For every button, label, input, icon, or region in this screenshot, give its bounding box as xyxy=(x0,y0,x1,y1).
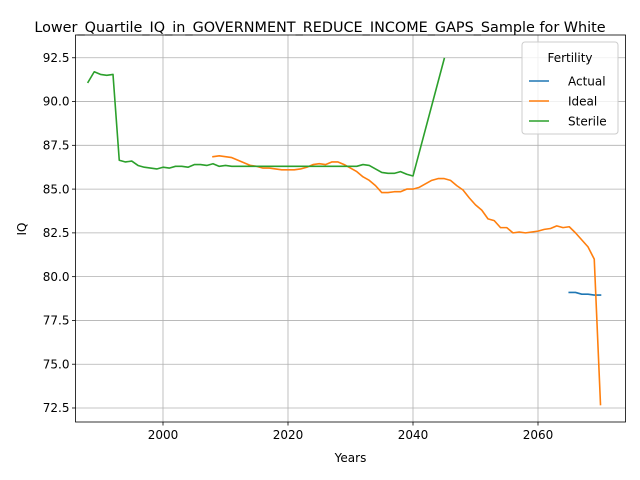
y-tick-label: 80.0 xyxy=(43,270,70,284)
y-tick-label: 85.0 xyxy=(43,182,70,196)
series-line-ideal xyxy=(213,156,601,405)
y-tick-label: 82.5 xyxy=(43,226,70,240)
y-tick-label: 90.0 xyxy=(43,95,70,109)
legend-label-actual: Actual xyxy=(568,74,606,88)
legend: Fertility Actual Ideal Sterile xyxy=(522,42,618,134)
y-tick-label: 77.5 xyxy=(43,314,70,328)
x-tick-label: 2020 xyxy=(273,428,304,442)
y-tick-label: 87.5 xyxy=(43,139,70,153)
series-line-sterile xyxy=(88,59,444,176)
axis-ticks: 2000 2020 2040 2060 72.5 75.0 77.5 80.0 82.5 85.0… xyxy=(43,51,553,442)
x-tick-label: 2040 xyxy=(398,428,429,442)
y-axis-label: IQ xyxy=(15,223,29,236)
legend-label-sterile: Sterile xyxy=(568,114,607,128)
legend-title: Fertility xyxy=(547,51,592,65)
y-tick-label: 75.0 xyxy=(43,357,70,371)
y-tick-label: 72.5 xyxy=(43,401,70,415)
y-tick-label: 92.5 xyxy=(43,51,70,65)
chart-title: Lower_Quartile_IQ_in_GOVERNMENT_REDUCE_I… xyxy=(34,20,605,36)
x-tick-label: 2060 xyxy=(523,428,554,442)
x-tick-label: 2000 xyxy=(148,428,179,442)
x-axis-label: Years xyxy=(334,451,367,465)
legend-label-ideal: Ideal xyxy=(568,94,597,108)
